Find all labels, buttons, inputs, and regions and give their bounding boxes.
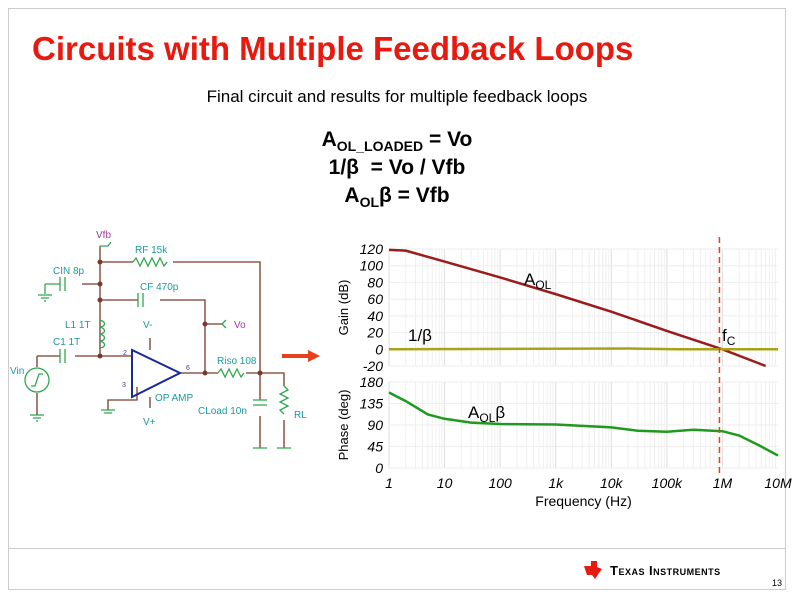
brand-name: Texas Instruments (610, 562, 721, 578)
vo-label: Vo (234, 320, 246, 331)
series-line-AOL (388, 248, 767, 368)
y-tick-label: 0 (375, 341, 383, 357)
c1-label: C1 1T (53, 337, 80, 348)
vplus-label: V+ (143, 417, 156, 428)
vminus-label: V- (143, 320, 152, 331)
pin-6: 6 (186, 365, 190, 372)
x-tick-label: 100 (488, 475, 512, 491)
rl-label: RL 10k (294, 410, 310, 421)
x-tick-label: 10M (764, 475, 792, 491)
y-tick-label: 0 (375, 460, 383, 476)
y-tick-label: 40 (367, 308, 383, 324)
series-line-AOLβ (388, 391, 779, 457)
equation-3: AOLβ = Vfb (344, 184, 450, 211)
x-tick-label: 1k (548, 475, 564, 491)
cin-label: CIN 8p (53, 266, 85, 277)
footer-divider (8, 548, 786, 549)
circuit-schematic: RF 15k CIN 8p CF 470p L1 1T C1 1T V- V+ … (10, 230, 310, 449)
series-line-1/β (388, 347, 778, 351)
equation-2: 1/β = Vo / Vfb (328, 156, 466, 179)
arrow-icon (282, 350, 320, 362)
vin-label: Vin (10, 366, 24, 377)
y-tick-label: 45 (367, 439, 383, 455)
y-tick-label: 135 (360, 396, 384, 412)
cf-label: CF 470p (140, 282, 179, 293)
ti-logo: Texas Instruments (582, 560, 721, 580)
slide-frame (8, 8, 786, 590)
fc-label: fC (722, 326, 736, 348)
texas-logo-icon (584, 561, 602, 579)
rf-label: RF 15k (135, 245, 168, 256)
y-tick-label: 90 (367, 417, 383, 433)
x-tick-label: 1 (385, 475, 393, 491)
page-number: 13 (772, 578, 783, 588)
y-axis-label: Gain (dB) (336, 280, 351, 336)
inv-beta-label: 1/β (408, 326, 432, 345)
aol-label: AOL (524, 270, 552, 292)
riso-label: Riso 108 (217, 356, 257, 367)
aol-beta-label: AOLβ (468, 403, 505, 425)
x-tick-label: 100k (652, 475, 683, 491)
l1-label: L1 1T (65, 320, 91, 331)
vfb-label: Vfb (96, 230, 111, 241)
y-tick-label: 120 (360, 241, 384, 257)
y-axis-label: Phase (deg) (336, 390, 351, 461)
slide-title: Circuits with Multiple Feedback Loops (32, 30, 634, 67)
y-tick-label: 80 (367, 274, 383, 290)
y-tick-label: 180 (360, 374, 384, 390)
pin-3: 3 (122, 382, 126, 389)
y-tick-label: 20 (366, 325, 383, 341)
cload-label: CLoad 10n (198, 406, 247, 417)
opamp-label: OP AMP (155, 393, 193, 404)
y-tick-label: -20 (363, 358, 383, 374)
x-tick-label: 10k (600, 475, 624, 491)
pin-2: 2 (123, 350, 127, 357)
x-tick-label: 1M (713, 475, 733, 491)
x-axis-label: Frequency (Hz) (535, 493, 631, 509)
slide-subtitle: Final circuit and results for multiple f… (206, 87, 588, 106)
y-tick-label: 60 (367, 291, 383, 307)
x-tick-label: 10 (437, 475, 453, 491)
y-tick-label: 100 (360, 258, 384, 274)
equation-1: AOL_LOADED = Vo (321, 128, 473, 155)
